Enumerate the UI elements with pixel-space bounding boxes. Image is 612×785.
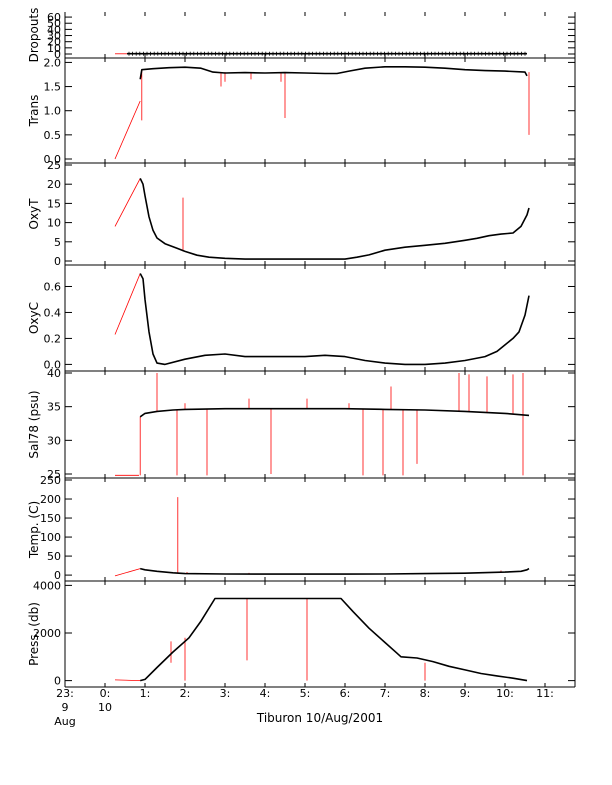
y-tick-label: 5 — [54, 236, 61, 249]
y-tick-label: 0.0 — [44, 153, 62, 166]
y-tick-label: 0.6 — [44, 280, 62, 293]
y-tick-label: 50 — [47, 550, 61, 563]
x-tick-7: 7: — [380, 687, 391, 700]
x-tick-6: 6: — [340, 687, 351, 700]
x-tick-label: 5: — [300, 687, 311, 700]
y-tick-label: 1.0 — [44, 105, 62, 118]
x-tick-8: 8: — [420, 687, 431, 700]
x-tick-label: 7: — [380, 687, 391, 700]
x-tick-4: 4: — [260, 687, 271, 700]
y-tick-label: 2000 — [33, 627, 61, 640]
x-tick-9: 9: — [460, 687, 471, 700]
y-tick-label: 35 — [47, 401, 61, 414]
panel-trans-raw-series — [114, 100, 141, 160]
x-tick-label: 8: — [420, 687, 431, 700]
x-tick-label: 23: — [56, 687, 74, 700]
chart-caption: Tiburon 10/Aug/2001 — [256, 711, 383, 725]
y-tick-label: 30 — [47, 30, 61, 43]
x-tick-label: 9 — [62, 701, 69, 714]
x-tick-5: 5: — [300, 687, 311, 700]
panel-dropouts-ylabel: Dropouts — [27, 8, 41, 63]
y-tick-label: 30 — [47, 434, 61, 447]
y-tick-label: 1.5 — [44, 81, 62, 94]
x-tick-label: 0: — [100, 687, 111, 700]
panel-oxyc-raw-series — [114, 273, 141, 335]
x-tick-2: 2: — [180, 687, 191, 700]
panel-temperature-ylabel: Temp. (C) — [27, 501, 41, 559]
y-tick-label: 0 — [54, 48, 61, 61]
y-tick-label: 25 — [47, 159, 61, 172]
panel-oxyt-ylabel: OxyT — [27, 198, 41, 230]
panel-pressure-ylabel: Press. (db) — [27, 602, 41, 666]
y-tick-label: 0 — [54, 569, 61, 582]
x-tick-label: 4: — [260, 687, 271, 700]
y-tick-label: 10 — [47, 217, 61, 230]
y-tick-label: 0.5 — [44, 129, 62, 142]
x-tick-label: 11: — [536, 687, 554, 700]
x-tick-3: 3: — [220, 687, 231, 700]
x-tick-0: 0:10 — [98, 687, 112, 714]
y-tick-label: 200 — [40, 493, 61, 506]
panel-pressure-clean-series — [140, 597, 528, 682]
y-tick-label: 0.4 — [44, 306, 62, 319]
panel-oxyt-clean-series — [139, 178, 530, 260]
y-tick-label: 0.0 — [44, 358, 62, 371]
y-tick-label: 250 — [40, 474, 61, 487]
x-tick-label: 10: — [496, 687, 514, 700]
y-tick-label: 40 — [47, 367, 61, 380]
panel-oxyt: 0 5 10 15 20 25 OxyT — [27, 159, 576, 268]
x-tick-label: 2: — [180, 687, 191, 700]
panel-salinity-ylabel: Sal78 (psu) — [27, 390, 41, 458]
panel-oxyt-raw-series — [114, 178, 141, 227]
x-tick-label: Aug — [54, 715, 75, 728]
panel-oxyc-ylabel: OxyC — [27, 302, 41, 334]
panel-trans-clean-series — [139, 66, 528, 80]
panel-oxyc-clean-series — [139, 273, 530, 366]
panel-salinity: 25 30 35 40 Sal78 (psu) — [27, 367, 576, 481]
panel-trans-ylabel: Trans — [27, 95, 41, 128]
y-tick-label: 40 — [47, 23, 61, 36]
y-tick-label: 20 — [47, 178, 61, 191]
y-tick-label: 25 — [47, 468, 61, 481]
panel-pressure: 0 2000 4000 Press. (db) — [27, 579, 576, 688]
x-tick-label: 3: — [220, 687, 231, 700]
y-tick-label: 100 — [40, 531, 61, 544]
panel-temperature-clean-series — [140, 567, 530, 575]
y-tick-label: 20 — [47, 36, 61, 49]
y-tick-label: 0.2 — [44, 332, 62, 345]
x-tick-10: 10: — [496, 687, 514, 700]
y-tick-label: 4000 — [33, 579, 61, 592]
y-tick-label: 0 — [54, 675, 61, 688]
y-tick-label: 50 — [47, 17, 61, 30]
y-tick-label: 0 — [54, 255, 61, 268]
y-tick-label: 10 — [47, 42, 61, 55]
panel-salinity-clean-series — [139, 407, 530, 418]
x-tick-label: 6: — [340, 687, 351, 700]
panel-trans: 0.0 0.5 1.0 1.5 2.0 Trans — [27, 56, 576, 166]
x-tick-label: 9: — [460, 687, 471, 700]
x-tick-label: 1: — [140, 687, 151, 700]
y-tick-label: 150 — [40, 512, 61, 525]
y-tick-label: 15 — [47, 197, 61, 210]
panel-temperature-raw-series — [114, 568, 141, 577]
x-tick-1: 1: — [140, 687, 151, 700]
x-tick-11: 11: — [536, 687, 554, 700]
panels-group: 0102030405060Dropouts0.00.51.01.52.0Tran… — [27, 8, 576, 688]
y-tick-label: 2.0 — [44, 56, 62, 69]
panel-pressure-raw-series — [114, 679, 141, 681]
panel-temperature: 0 50 100 150 200 250 Temp. (C) — [27, 474, 576, 582]
y-tick-label: 60 — [47, 11, 61, 24]
x-tick-label: 10 — [98, 701, 112, 714]
